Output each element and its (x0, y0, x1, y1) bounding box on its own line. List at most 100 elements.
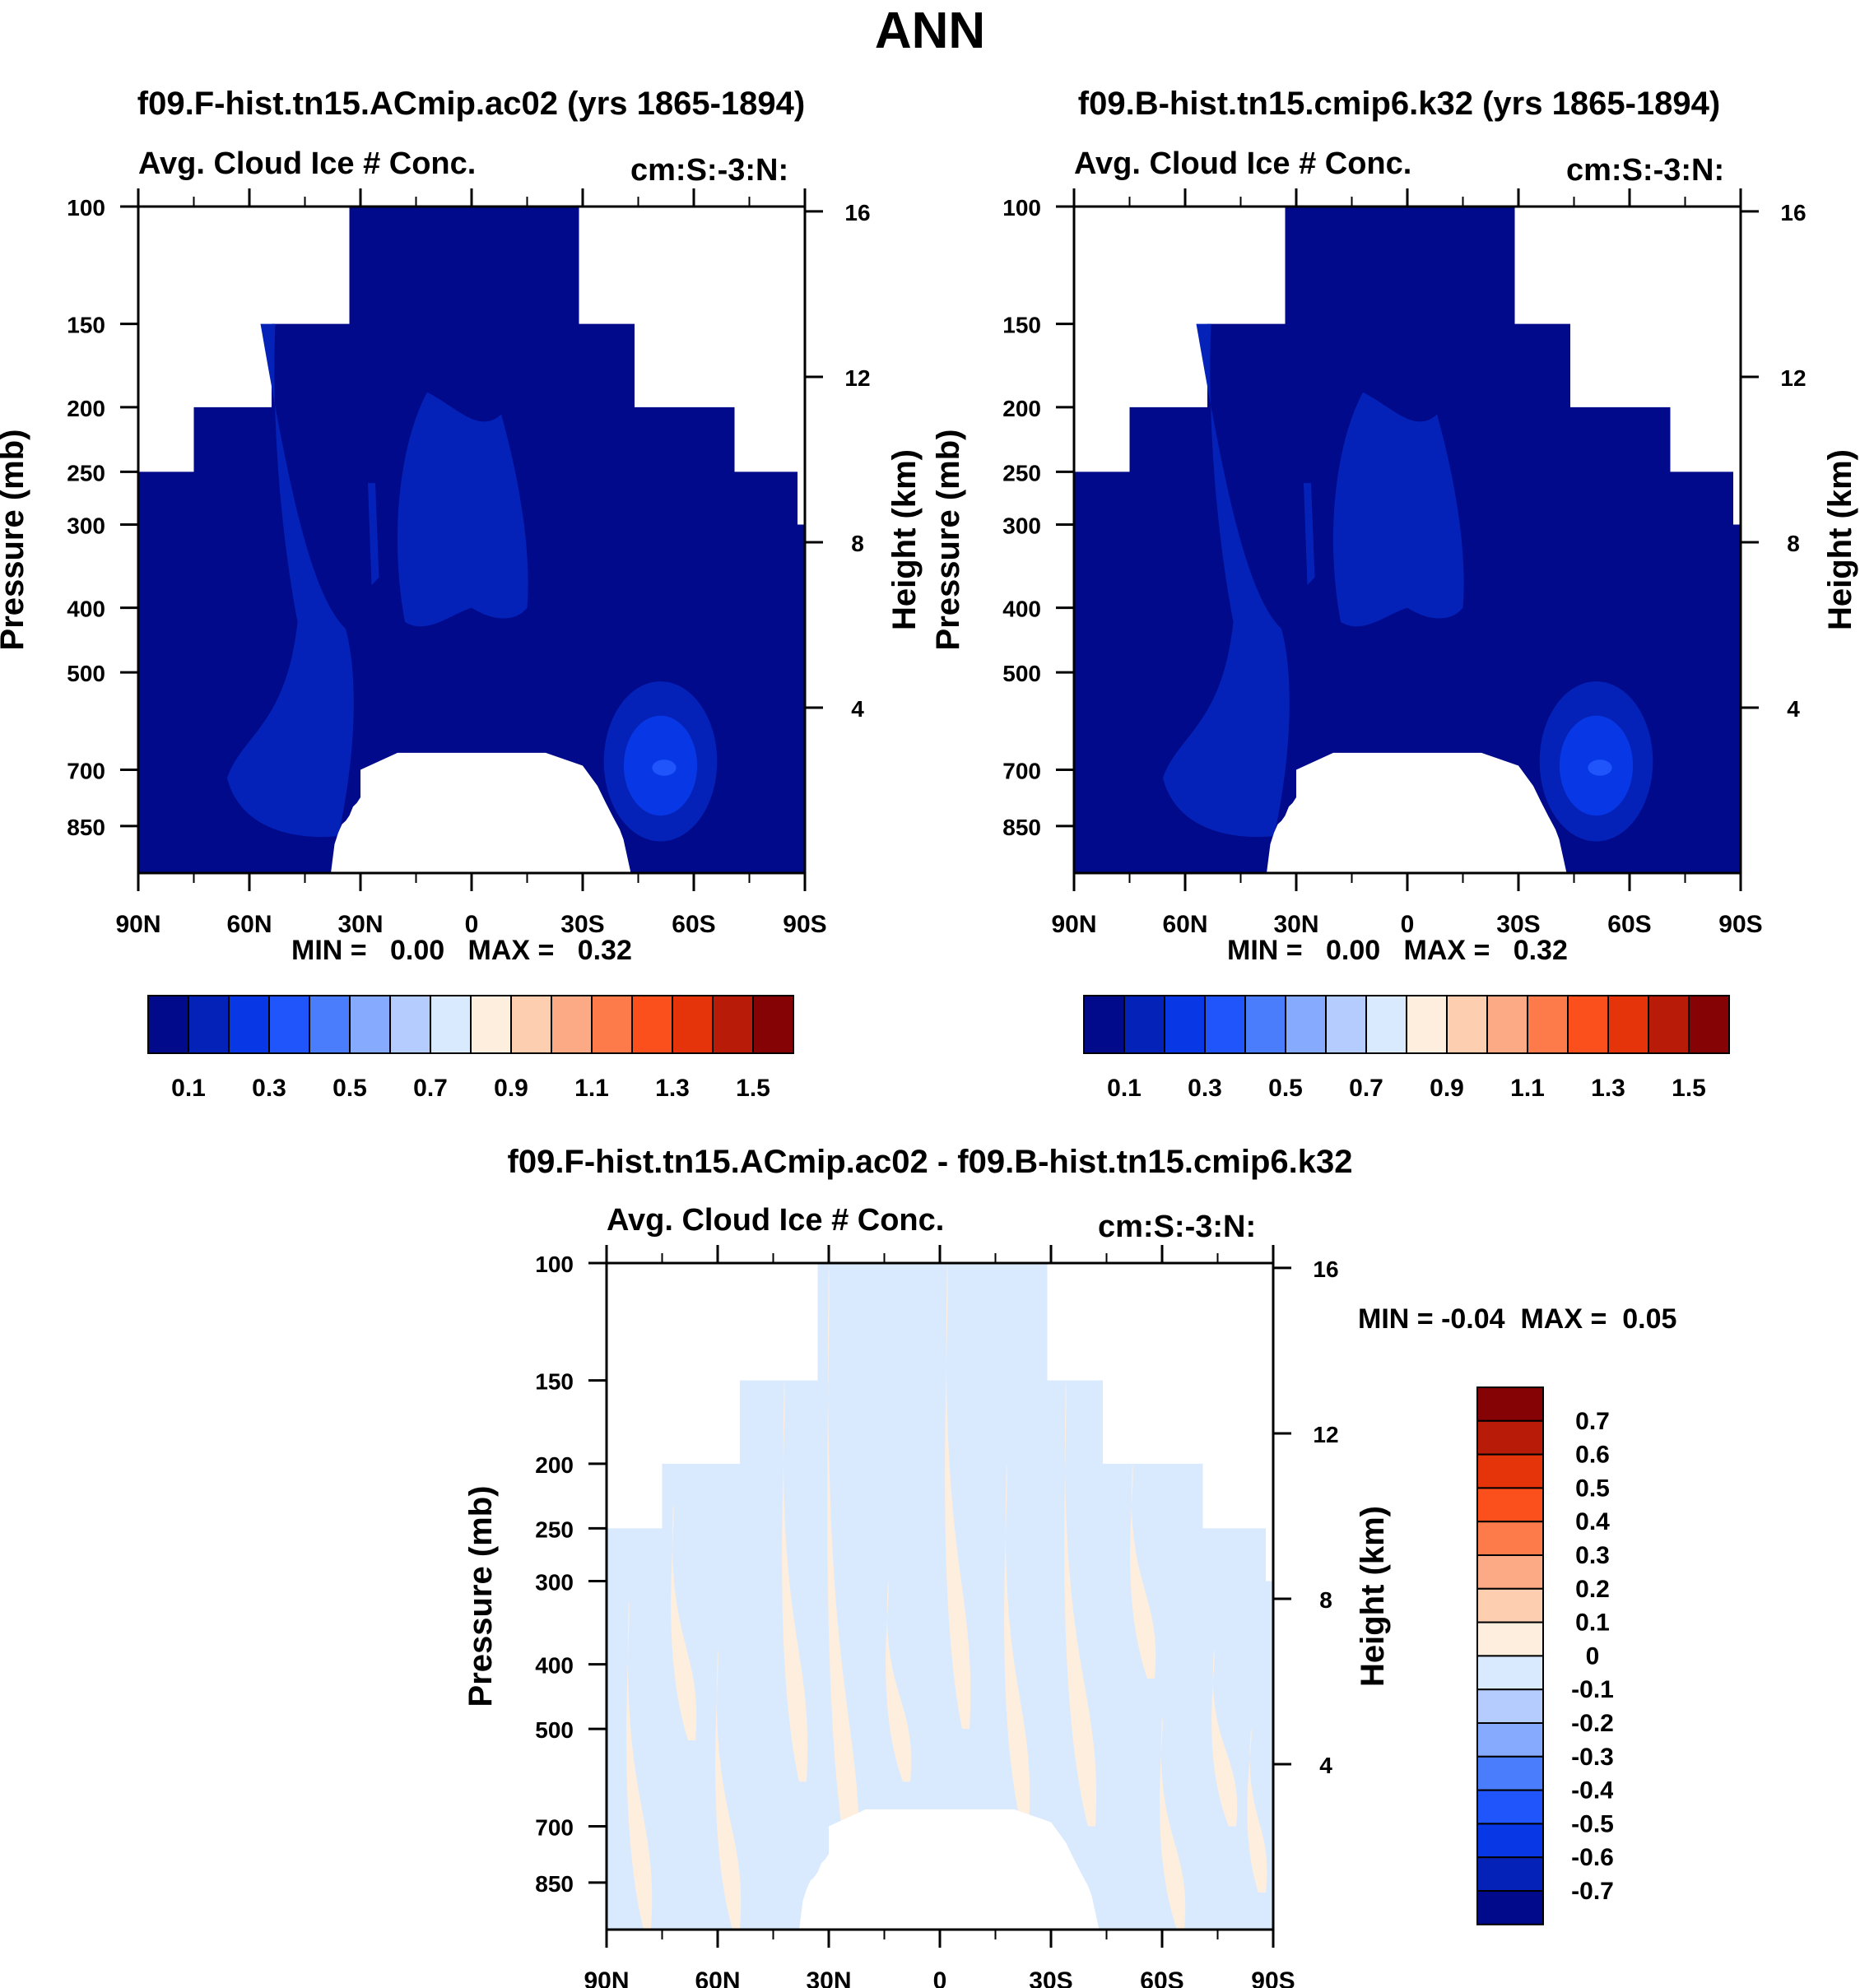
panel-3-min-label: MIN = (1358, 1303, 1434, 1335)
panel-3-topography-mask (799, 1809, 1100, 1930)
panel-3-axes: 90N 60N 30N 0 30S 60S 90S 100 150 200 250 300 400 500… (468, 1245, 1391, 1988)
panel-3-positive-anomaly-7 (1004, 1463, 1030, 1827)
panel-1-height-tick-label-3: 4 (851, 696, 864, 722)
panel-1-y-tick-label-8: 850 (67, 815, 105, 840)
panel-1-region-tropics (398, 392, 528, 627)
panel-2-colorbar-box-5 (1285, 995, 1327, 1054)
panel-3-y-tick-label-5: 400 (535, 1653, 574, 1679)
panel-1-colorbar-label-1: 0.3 (252, 1075, 286, 1102)
panel-3-colorbar-box-3 (1476, 1487, 1544, 1523)
panel-2-field (1074, 207, 1741, 873)
panel-2-x-tick-label-1: 60N (1162, 911, 1207, 938)
panel-3-y-tick-label-6: 500 (535, 1717, 574, 1743)
panel-2-colorbar: 0.1 0.3 0.5 0.7 0.9 1.1 1.3 1.5 (1083, 995, 1730, 1102)
panel-1-colorbar-label-5: 1.1 (574, 1075, 609, 1102)
panel-3-colorbar-label-5: 0.2 (1575, 1576, 1610, 1603)
panel-2-title: f09.B-hist.tn15.cmip6.k32 (yrs 1865-1894… (1077, 86, 1721, 122)
panel-1-colorbar-label-3: 0.7 (413, 1075, 448, 1102)
panel-3-height-tick-label-2: 8 (1319, 1587, 1332, 1613)
panel-3-y-axis-label: Pressure (mb) (468, 1486, 499, 1707)
panel-1-colorbar-box-5 (349, 995, 391, 1054)
panel-3-colorbar-label-9: -0.2 (1571, 1710, 1613, 1737)
panel-2-region-south-core (1588, 759, 1612, 776)
panel-1-colorbar-box-8 (470, 995, 512, 1054)
panel-3-x-tick-label-3: 0 (933, 1967, 947, 1988)
panel-3-positive-anomaly-6 (945, 1263, 971, 1730)
panel-1-colorbar-box-13 (672, 995, 714, 1054)
panel-3-colorbar: 0.7 0.6 0.5 0.4 0.3 0.2 0.1 0 -0.1 -0.2 -0.3 -0.4 -0… (1476, 1386, 1613, 1925)
panel-3-positive-anomaly-1 (671, 1503, 697, 1740)
panel-2-y-tick-label-1: 150 (1002, 313, 1041, 338)
panel-1-colorbar-box-11 (591, 995, 633, 1054)
panel-3-positive-anomaly-9 (1130, 1463, 1156, 1679)
panel-2-height-tick-label-0: 16 (1780, 200, 1806, 225)
panel-1-y-tick-label-2: 200 (67, 396, 105, 421)
panel-3-colorbar-label-11: -0.4 (1571, 1777, 1613, 1805)
panel-3-colorbar-box-4 (1476, 1521, 1544, 1556)
panel-2-axes: 90N 60N 30N 0 30S 60S 90S 100 150 200 250 300 400 500… (936, 188, 1858, 938)
panel-2-y-axis-label-right: Height (km) (1822, 449, 1858, 630)
panel-2-y-tick-label-2: 200 (1002, 396, 1041, 421)
panel-1-colorbar-box-7 (430, 995, 472, 1054)
panel-1-colorbar-label-6: 1.3 (655, 1075, 690, 1102)
panel-1-x-tick-label-6: 90S (783, 911, 826, 938)
panel-3-y-tick-label-0: 100 (535, 1252, 574, 1277)
panel-1-x-tick-label-2: 30N (337, 911, 383, 938)
panel-3-colorbar-label-10: -0.3 (1571, 1744, 1613, 1771)
panel-3-colorbar-label-2: 0.5 (1575, 1475, 1610, 1502)
panel-3-y-tick-label-7: 700 (535, 1815, 574, 1841)
panel-1-colorbar-box-1 (188, 995, 230, 1054)
panel-3-positive-anomaly-5 (886, 1581, 912, 1782)
panel-2-colorbar-box-14 (1648, 995, 1690, 1054)
panel-3-max-label: MAX = (1520, 1303, 1607, 1335)
panel-1-units: cm:S:-3:N: (630, 153, 789, 188)
panel-3-colorbar-box-9 (1476, 1688, 1544, 1725)
panel-2-colorbar-box-4 (1244, 995, 1286, 1054)
panel-1-axes: 90N 60N 30N 0 30S 60S 90S 100 150 200 250 300 400 500… (0, 188, 923, 938)
panel-3-colorbar-box-7 (1476, 1621, 1544, 1657)
panel-1-x-tick-label-5: 60S (672, 911, 715, 938)
panel-2-region-thin (1304, 483, 1315, 586)
panel-3-colorbar-box-10 (1476, 1722, 1544, 1758)
panel-2-colorbar-box-7 (1365, 995, 1407, 1054)
panel-1-colorbar-label-7: 1.5 (736, 1075, 770, 1102)
panel-3-positive-anomaly-3 (782, 1380, 808, 1782)
panel-1-colorbar-label-4: 0.9 (494, 1075, 528, 1102)
panel-2-y-tick-label-5: 400 (1002, 597, 1041, 622)
panel-3-y-tick-label-2: 200 (535, 1452, 574, 1478)
panel-2-height-tick-label-3: 4 (1787, 696, 1800, 722)
panel-3-minmax: MIN = -0.04 MAX = 0.05 (1358, 1303, 1676, 1335)
panel-3-positive-anomaly-12 (1247, 1729, 1267, 1893)
panel-2-max-value: 0.32 (1513, 935, 1568, 966)
panel-3-colorbar-box-13 (1476, 1823, 1544, 1859)
panel-3-colorbar-box-5 (1476, 1554, 1544, 1590)
panel-2-colorbar-box-13 (1607, 995, 1649, 1054)
panel-2-height-tick-label-2: 8 (1787, 531, 1800, 556)
panel-1-colorbar-box-2 (228, 995, 270, 1054)
panel-3-y-tick-label-8: 850 (535, 1871, 574, 1897)
panel-2-colorbar-label-4: 0.9 (1430, 1075, 1464, 1102)
panel-3-x-tick-label-1: 60N (695, 1967, 740, 1988)
panel-1-max-value: 0.32 (577, 935, 632, 966)
panel-1-minmax: MIN = 0.00 MAX = 0.32 (291, 935, 632, 967)
panel-3-positive-anomaly-2 (715, 1649, 742, 1930)
panel-2-colorbar-box-1 (1123, 995, 1165, 1054)
panel-3-y-axis-label-right: Height (km) (1355, 1506, 1391, 1687)
panel-2-max-label: MAX = (1403, 935, 1490, 966)
panel-1-colorbar-box-3 (268, 995, 310, 1054)
panel-3-units: cm:S:-3:N: (1098, 1210, 1257, 1244)
panel-2-y-tick-label-8: 850 (1002, 815, 1041, 840)
panel-2-colorbar-box-8 (1406, 995, 1448, 1054)
panel-1-title: f09.F-hist.tn15.ACmip.ac02 (yrs 1865-189… (137, 86, 806, 122)
panel-3-positive-anomaly-11 (1211, 1649, 1238, 1827)
main-title: ANN (874, 2, 986, 59)
panel-2-colorbar-box-3 (1204, 995, 1246, 1054)
panel-2-y-tick-label-4: 300 (1002, 513, 1041, 538)
panel-1-y-tick-label-3: 250 (67, 460, 105, 485)
panel-1-x-tick-label-4: 30S (560, 911, 604, 938)
panel-3-title: f09.F-hist.tn15.ACmip.ac02 - f09.B-hist.… (507, 1144, 1353, 1180)
panel-2-colorbar-label-7: 1.5 (1672, 1075, 1706, 1102)
panel-3-height-tick-label-0: 16 (1313, 1256, 1338, 1282)
panel-3-y-tick-label-3: 250 (535, 1517, 574, 1542)
panel-3-colorbar-box-8 (1476, 1655, 1544, 1691)
